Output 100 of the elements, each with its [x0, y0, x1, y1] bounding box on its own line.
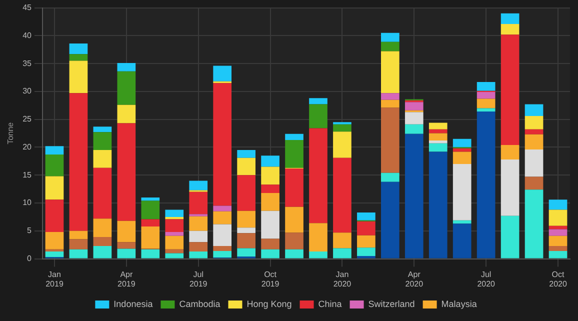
bar	[165, 249, 184, 254]
bar	[428, 152, 448, 258]
bar	[141, 200, 160, 220]
y-tick-label: 15	[22, 170, 32, 180]
bar	[237, 233, 256, 248]
bar	[548, 229, 568, 236]
x-tick-label: Jul 2020	[477, 270, 496, 288]
bar	[69, 60, 88, 94]
bar	[428, 122, 448, 130]
bar	[476, 82, 496, 91]
bar	[45, 154, 64, 176]
bar	[357, 235, 376, 248]
x-tick-label: Jan 2019	[46, 270, 64, 288]
y-tick-label: 5	[27, 226, 32, 236]
bar	[165, 232, 184, 236]
x-tick-label: Oct 2019	[261, 270, 280, 288]
bar	[93, 168, 112, 219]
bar	[189, 252, 208, 258]
bar	[69, 239, 88, 250]
bar	[500, 145, 520, 160]
legend-label: Indonesia	[114, 298, 153, 309]
bar	[189, 192, 208, 214]
bar	[261, 238, 280, 250]
bar	[428, 143, 448, 152]
x-tick-label: Apr 2019	[118, 270, 136, 288]
bar	[381, 182, 400, 258]
bar	[261, 166, 280, 185]
bar	[117, 220, 136, 242]
bar	[381, 100, 400, 108]
bar	[333, 232, 352, 248]
bar	[548, 200, 568, 210]
bar	[333, 132, 352, 158]
bar	[476, 98, 496, 108]
bar	[452, 224, 472, 258]
legend-label: Cambodia	[179, 298, 220, 309]
bar	[381, 172, 400, 182]
bar	[381, 108, 400, 173]
bar	[141, 219, 160, 226]
bar	[117, 71, 136, 105]
bar	[45, 200, 64, 232]
bar	[93, 218, 112, 238]
legend-label: Malaysia	[441, 298, 477, 309]
bar	[117, 123, 136, 221]
bar	[141, 249, 160, 258]
bar	[69, 93, 88, 231]
bar	[476, 92, 496, 99]
x-tick-label: Jul 2019	[189, 270, 208, 288]
legend-label: China	[318, 298, 342, 309]
bar	[333, 248, 352, 258]
y-tick-label: 35	[22, 58, 32, 68]
y-tick-label: 10	[22, 198, 32, 208]
y-tick-label: 30	[22, 86, 32, 96]
bar	[476, 112, 496, 258]
bar	[524, 134, 544, 150]
bar	[213, 206, 232, 212]
bar	[333, 158, 352, 233]
bar	[69, 249, 88, 258]
bar	[428, 133, 448, 141]
bar	[285, 134, 304, 140]
bar	[524, 104, 544, 116]
bar	[189, 216, 208, 231]
bar	[165, 210, 184, 217]
bar	[500, 34, 520, 146]
bar	[165, 253, 184, 258]
bar	[261, 156, 280, 167]
bar	[117, 242, 136, 249]
bar	[381, 93, 400, 100]
bar	[500, 13, 520, 24]
bar	[524, 116, 544, 130]
bar	[237, 248, 256, 257]
bar	[213, 224, 232, 246]
bar	[500, 24, 520, 35]
bar	[93, 237, 112, 246]
bar	[333, 124, 352, 132]
bar	[285, 206, 304, 233]
bar	[237, 175, 256, 211]
bar	[404, 102, 424, 110]
bar	[309, 104, 328, 128]
bar	[45, 146, 64, 154]
bar	[45, 252, 64, 258]
bar	[548, 246, 568, 251]
bar	[309, 252, 328, 258]
x-tick-label: Oct 2020	[549, 270, 568, 288]
bar	[404, 134, 424, 258]
bar	[117, 104, 136, 124]
bar	[500, 216, 520, 258]
bar	[45, 176, 64, 200]
bar	[93, 132, 112, 150]
bar	[189, 180, 208, 190]
legend-label: Hong Kong	[246, 298, 292, 309]
bar	[452, 148, 472, 152]
bar	[381, 51, 400, 94]
bar	[285, 168, 304, 207]
bar	[69, 54, 88, 61]
bar	[309, 128, 328, 224]
bar	[548, 250, 568, 258]
bar	[189, 242, 208, 252]
bar	[261, 192, 280, 211]
bar	[165, 236, 184, 250]
bar	[189, 230, 208, 242]
